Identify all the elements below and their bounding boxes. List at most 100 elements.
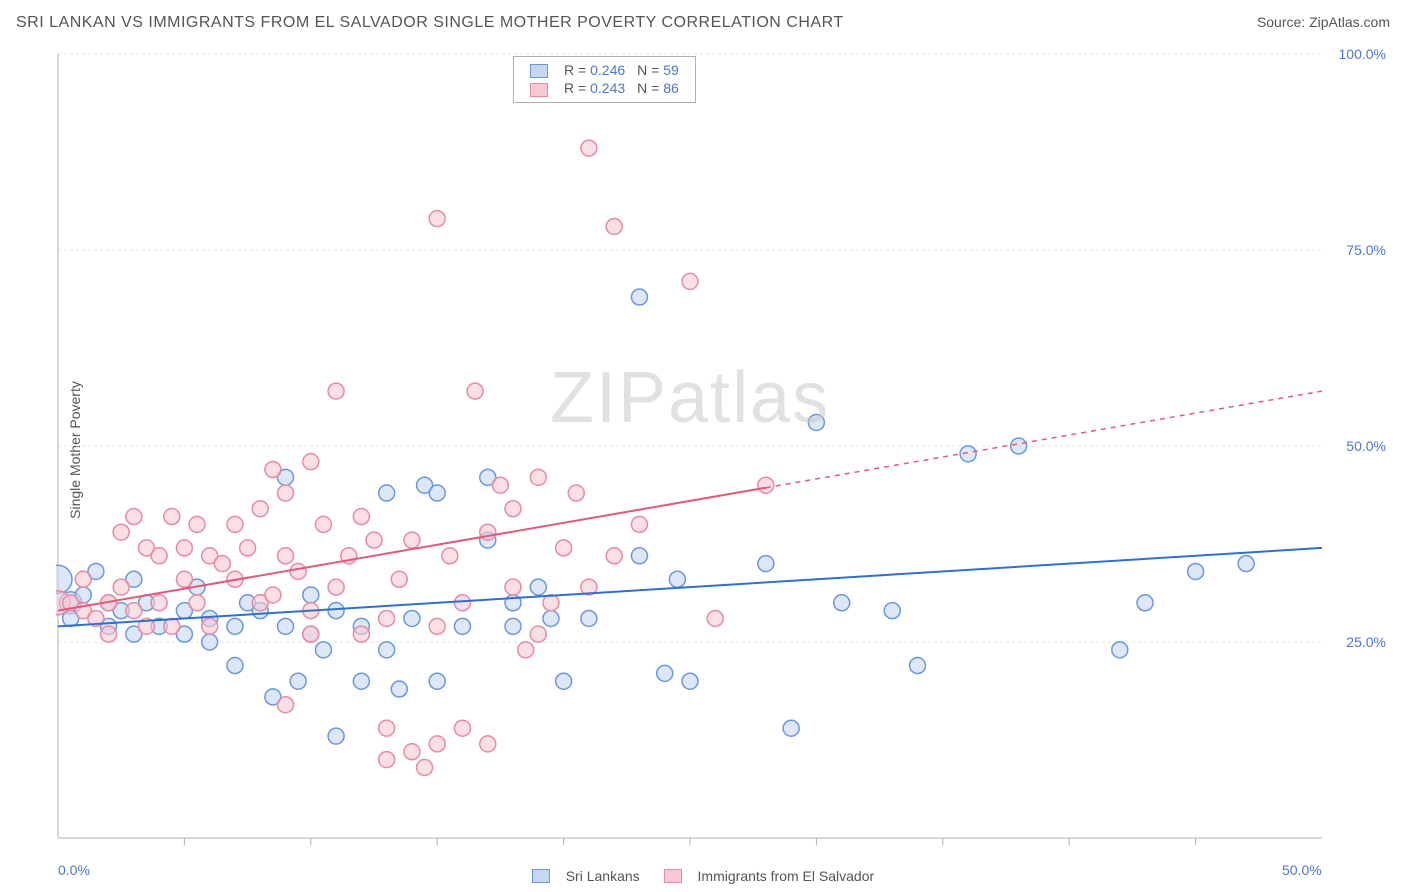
chart-title: SRI LANKAN VS IMMIGRANTS FROM EL SALVADO… [16,14,844,31]
data-point [454,618,470,634]
data-point [151,595,167,611]
legend-n-value: 59 [663,62,679,78]
data-point [126,603,142,619]
data-point [606,548,622,564]
data-point [429,736,445,752]
data-point [56,565,72,593]
y-tick-label: 50.0% [1346,438,1386,454]
data-point [278,485,294,501]
data-point [101,626,117,642]
data-point [379,752,395,768]
trend-line-extrapolated [766,391,1322,488]
data-point [278,618,294,634]
data-point [151,548,167,564]
y-tick-label: 100.0% [1339,46,1386,62]
data-point [442,548,458,564]
data-point [1238,556,1254,572]
data-point [328,603,344,619]
data-point [303,626,319,642]
legend-r-value: 0.243 [590,80,625,96]
data-point [113,579,129,595]
data-point [1112,642,1128,658]
data-point [556,673,572,689]
data-point [556,540,572,556]
data-point [214,556,230,572]
legend-item: Immigrants from El Salvador [658,868,881,884]
data-point [606,218,622,234]
legend-swatch [664,869,682,883]
legend-r-label: R = [564,80,586,96]
data-point [379,642,395,658]
data-point [429,485,445,501]
data-point [518,642,534,658]
scatter-plot: ZIPatlas25.0%50.0%75.0%100.0%0.0%50.0%R … [56,48,1392,852]
data-point [227,658,243,674]
data-point [366,532,382,548]
data-point [758,556,774,572]
data-point [75,571,91,587]
data-point [164,618,180,634]
data-point [543,595,559,611]
data-point [960,446,976,462]
data-point [581,140,597,156]
data-point [454,720,470,736]
data-point [480,736,496,752]
data-point [126,509,142,525]
data-point [353,673,369,689]
data-point [669,571,685,587]
data-point [505,579,521,595]
trend-line [58,548,1322,626]
data-point [328,579,344,595]
data-point [530,469,546,485]
data-point [202,634,218,650]
data-point [189,516,205,532]
data-point [379,720,395,736]
legend-r-value: 0.246 [590,62,625,78]
data-point [429,673,445,689]
data-point [227,618,243,634]
data-point [379,610,395,626]
legend-item: Sri Lankans [526,868,646,884]
data-point [113,524,129,540]
data-point [176,571,192,587]
legend-n-label: N = [637,62,659,78]
data-point [429,618,445,634]
data-point [429,211,445,227]
y-tick-label: 75.0% [1346,242,1386,258]
data-point [202,618,218,634]
data-point [492,477,508,493]
data-point [631,516,647,532]
data-point [505,618,521,634]
data-point [505,501,521,517]
data-point [1188,563,1204,579]
data-point [303,454,319,470]
data-point [315,642,331,658]
data-point [467,383,483,399]
data-point [530,579,546,595]
legend-r-label: R = [564,62,586,78]
data-point [328,383,344,399]
data-point [404,532,420,548]
data-point [910,658,926,674]
data-point [290,673,306,689]
data-point [189,595,205,611]
data-point [543,610,559,626]
data-point [240,540,256,556]
data-point [568,485,584,501]
legend-label: Sri Lankans [566,868,640,884]
data-point [353,626,369,642]
data-point [278,548,294,564]
data-point [1011,438,1027,454]
legend-label: Immigrants from El Salvador [698,868,875,884]
data-point [379,485,395,501]
source-attribution: Source: ZipAtlas.com [1257,14,1390,30]
legend-swatch [532,869,550,883]
data-point [404,610,420,626]
legend-swatch [530,64,548,78]
data-point [707,610,723,626]
data-point [391,681,407,697]
data-point [581,610,597,626]
source-label: Source: [1257,14,1305,30]
legend-n-label: N = [637,80,659,96]
data-point [278,697,294,713]
